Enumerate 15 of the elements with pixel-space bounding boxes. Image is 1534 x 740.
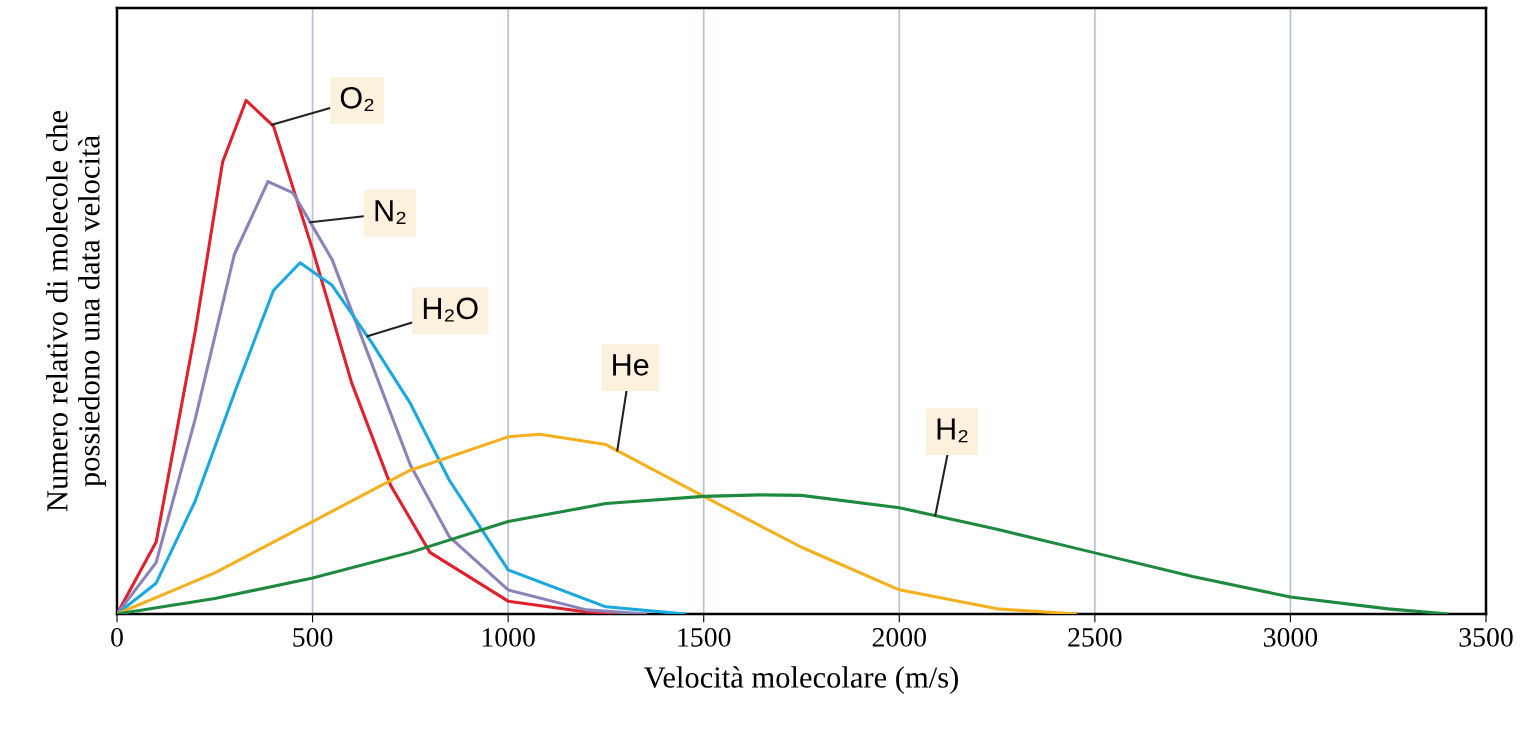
series-label: H₂O: [423, 297, 478, 322]
x-tick-label: 2000: [872, 628, 926, 647]
x-tick-label: 0: [111, 628, 123, 647]
x-tick-label: 500: [293, 628, 333, 647]
x-tick-label: 2500: [1068, 628, 1122, 647]
text: He: [613, 354, 649, 376]
text: O₂: [340, 87, 374, 111]
series-label: N₂: [375, 200, 406, 224]
x-tick-label: 1500: [678, 628, 731, 647]
y-axis-title: Numero relativo di molecole che possiedono una data velocità: [46, 110, 106, 512]
x-axis-title: Velocità molecolare (m/s): [644, 666, 958, 695]
text: H₂: [937, 418, 968, 443]
x-tick-label: 3000: [1263, 628, 1318, 647]
x-tick-label: 1000: [482, 628, 535, 647]
x-tick-label: 3500: [1459, 628, 1513, 647]
